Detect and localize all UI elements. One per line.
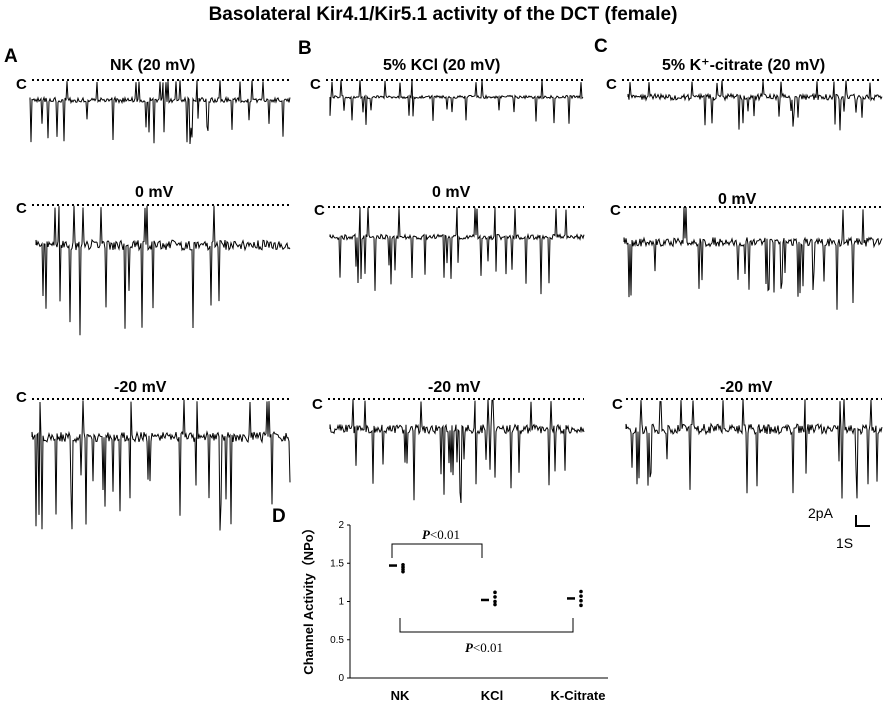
data-point-2-2 xyxy=(579,598,583,603)
y-tick-label-1: 0.5 xyxy=(330,635,344,646)
voltage-label-b-neg20mv: -20 mV xyxy=(428,379,481,396)
current-trace-2 xyxy=(329,79,584,125)
closed-baselines xyxy=(32,79,882,400)
current-traces xyxy=(29,79,883,531)
y-tick-label-3: 1.5 xyxy=(330,558,344,569)
closed-label-c2: C xyxy=(610,202,621,219)
data-point-1-2 xyxy=(493,599,497,604)
x-tick-label-1: KCl xyxy=(481,688,503,703)
current-trace-9 xyxy=(625,399,883,499)
closed-label-b3: C xyxy=(312,396,323,413)
significance-bracket-1 xyxy=(391,543,483,558)
y-tick-label-4: 2 xyxy=(338,520,344,531)
panel-label-a: A xyxy=(4,46,18,67)
data-point-2-3 xyxy=(579,603,583,608)
scale-bar: 2pA 1S xyxy=(808,505,870,551)
data-point-2-0 xyxy=(579,589,583,594)
y-tick-label-0: 0 xyxy=(338,673,344,684)
current-trace-1 xyxy=(29,80,291,145)
closed-label-a1: C xyxy=(16,76,27,93)
current-trace-7 xyxy=(31,399,291,531)
significance-bracket-2 xyxy=(399,618,574,633)
x-tick-label-2: K-Citrate xyxy=(551,688,606,703)
current-trace-6 xyxy=(623,207,883,310)
current-trace-3 xyxy=(627,80,883,131)
closed-label-a2: C xyxy=(16,200,27,217)
closed-label-c3: C xyxy=(612,396,623,413)
data-point-1-1 xyxy=(493,595,497,599)
y-tick-label-2: 1 xyxy=(338,597,344,608)
closed-label-a3: C xyxy=(16,389,27,406)
current-trace-5 xyxy=(329,207,585,295)
voltage-label-a-0mv: 0 mV xyxy=(135,184,174,201)
header-kcl: 5% KCl (20 mV) xyxy=(383,57,500,74)
voltage-label-c-0mv: 0 mV xyxy=(718,191,757,208)
header-nk: NK (20 mV) xyxy=(110,57,195,74)
voltage-label-c-neg20mv: -20 mV xyxy=(720,379,773,396)
closed-label-c1: C xyxy=(606,76,617,93)
data-point-1-3 xyxy=(493,602,497,607)
voltage-label-b-0mv: 0 mV xyxy=(432,184,471,201)
current-trace-4 xyxy=(35,205,291,336)
scale-bar-time: 1S xyxy=(836,535,853,551)
x-tick-label-0: NK xyxy=(391,688,410,703)
scatter-plot: 0 0.5 1 1.5 2 NK KCl K-Citrate P<0.01 P<0.01 xyxy=(330,520,608,703)
data-point-0-3 xyxy=(401,569,405,574)
current-trace-8 xyxy=(329,399,585,504)
voltage-label-a-neg20mv: -20 mV xyxy=(114,379,167,396)
closed-label-b1: C xyxy=(310,76,321,93)
p-value-label-2: P<0.01 xyxy=(465,640,503,655)
panel-label-c: C xyxy=(594,36,608,57)
panel-label-b: B xyxy=(298,38,312,59)
panel-label-d: D xyxy=(272,506,286,527)
data-point-2-1 xyxy=(579,594,583,598)
header-kcitrate: 5% K⁺-citrate (20 mV) xyxy=(662,57,825,74)
figure-title: Basolateral Kir4.1/Kir5.1 activity of th… xyxy=(209,4,678,25)
data-point-1-0 xyxy=(493,590,497,595)
closed-label-b2: C xyxy=(314,202,325,219)
scale-bar-current: 2pA xyxy=(808,505,834,521)
p-value-label-1: P<0.01 xyxy=(422,527,460,542)
y-axis-label: Channel Activity（NPo） xyxy=(301,521,316,674)
